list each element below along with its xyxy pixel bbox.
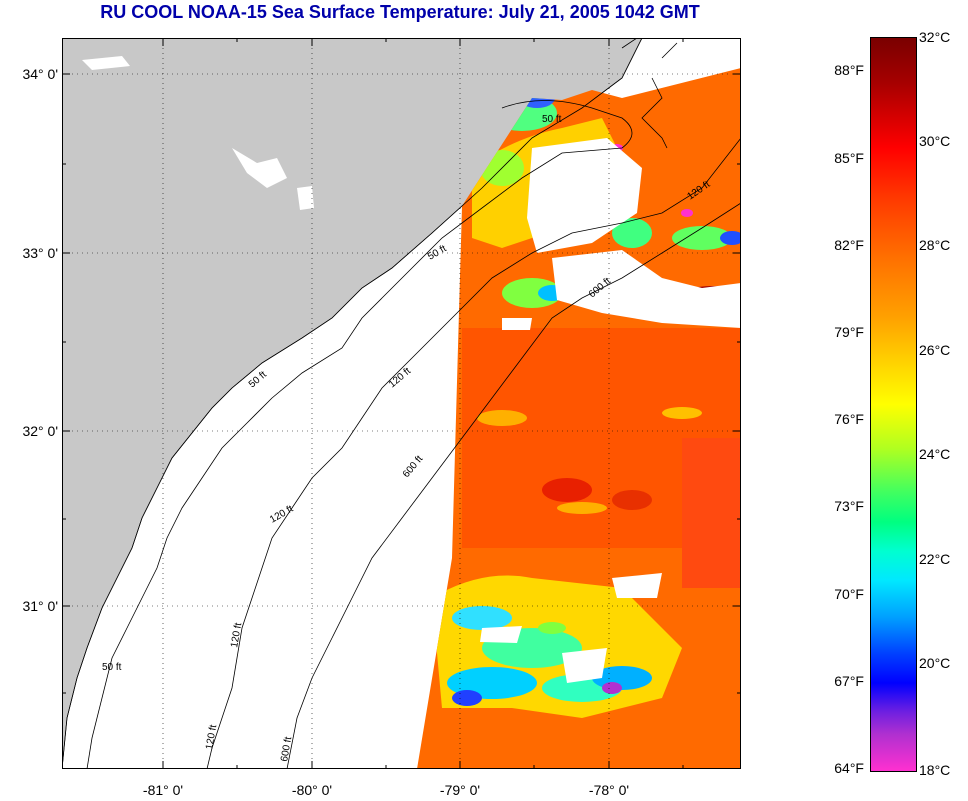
colorbar-c-label: 18°C xyxy=(919,762,951,778)
inland-lake xyxy=(68,706,82,728)
colorbar-c-label: 30°C xyxy=(919,133,951,149)
contour-label: 50 ft xyxy=(542,114,562,125)
isobath-120ft xyxy=(206,137,741,769)
colorbar-c-label: 32°C xyxy=(919,29,951,45)
isobath-50ft xyxy=(86,100,633,769)
colorbar-f-label: 67°F xyxy=(834,673,864,689)
lat-label-32: 32° 0' xyxy=(22,423,58,439)
lat-label-33: 33° 0' xyxy=(22,245,58,261)
inland-lake xyxy=(232,148,287,188)
lon-label-78: -78° 0' xyxy=(588,782,630,798)
contour-label: 50 ft xyxy=(102,662,122,673)
map-title: RU COOL NOAA-15 Sea Surface Temperature:… xyxy=(100,2,700,22)
colorbar-c-label: 22°C xyxy=(919,551,951,567)
sst-swath xyxy=(417,68,741,769)
colorbar-c-label: 26°C xyxy=(919,342,951,358)
colorbar-c-label: 20°C xyxy=(919,655,951,671)
inland-lake xyxy=(297,186,314,210)
contour-label: 600 ft xyxy=(279,736,294,763)
inland-lake xyxy=(82,56,130,70)
colorbar-f-label: 79°F xyxy=(834,324,864,340)
colorbar-c-label: 28°C xyxy=(919,237,951,253)
colorbar-f-label: 73°F xyxy=(834,498,864,514)
colorbar-c-label: 24°C xyxy=(919,446,951,462)
lon-label-81: -81° 0' xyxy=(142,782,184,798)
lon-label-79: -79° 0' xyxy=(439,782,481,798)
temperature-colorbar xyxy=(870,37,917,772)
lat-label-34: 34° 0' xyxy=(22,66,58,82)
colorbar-f-label: 85°F xyxy=(834,150,864,166)
sst-map: 50 ft 50 ft 120 ft 600 ft 50 ft 120 ft 6… xyxy=(62,38,741,769)
contour-label: 120 ft xyxy=(204,724,219,751)
isobath-600ft xyxy=(286,202,741,769)
colorbar-f-label: 64°F xyxy=(834,760,864,776)
lon-label-80: -80° 0' xyxy=(291,782,333,798)
lat-label-31: 31° 0' xyxy=(22,598,58,614)
colorbar-f-label: 88°F xyxy=(834,62,864,78)
contour-label: 120 ft xyxy=(229,622,244,649)
colorbar-f-label: 70°F xyxy=(834,586,864,602)
colorbar-f-label: 82°F xyxy=(834,237,864,253)
colorbar-f-label: 76°F xyxy=(834,411,864,427)
